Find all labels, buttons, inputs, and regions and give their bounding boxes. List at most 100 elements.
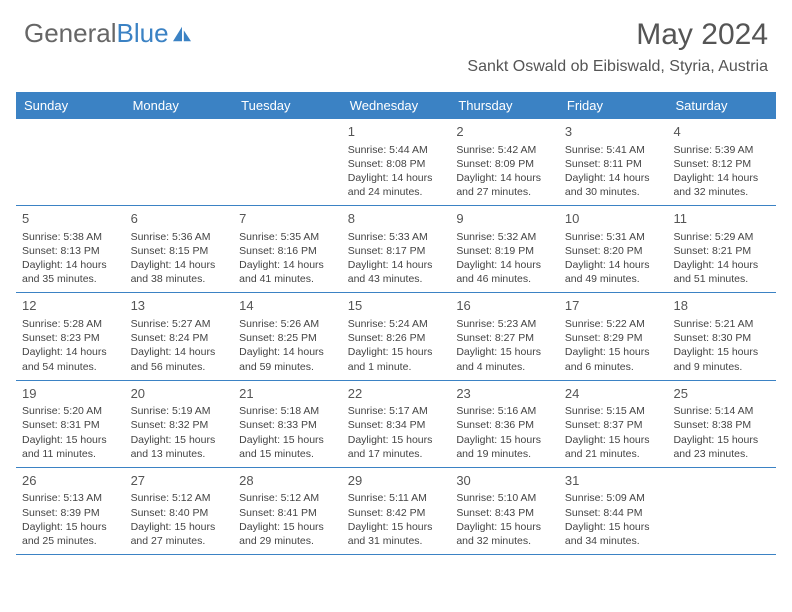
day-number: 6 [131,210,228,228]
day-cell: 22Sunrise: 5:17 AMSunset: 8:34 PMDayligh… [342,381,451,467]
day-cell: 18Sunrise: 5:21 AMSunset: 8:30 PMDayligh… [667,293,776,379]
day-header-cell: Monday [125,92,234,119]
day-number: 25 [673,385,770,403]
empty-cell [233,119,342,205]
month-title: May 2024 [467,18,768,52]
sunrise-text: Sunrise: 5:19 AM [131,404,228,418]
day-number: 14 [239,297,336,315]
day-cell: 27Sunrise: 5:12 AMSunset: 8:40 PMDayligh… [125,468,234,554]
day-header-cell: Wednesday [342,92,451,119]
sunset-text: Sunset: 8:15 PM [131,244,228,258]
daylight-text: Daylight: 15 hours and 32 minutes. [456,520,553,548]
daylight-text: Daylight: 15 hours and 4 minutes. [456,345,553,373]
location: Sankt Oswald ob Eibiswald, Styria, Austr… [467,58,768,76]
sunrise-text: Sunrise: 5:32 AM [456,230,553,244]
daylight-text: Daylight: 14 hours and 46 minutes. [456,258,553,286]
sunset-text: Sunset: 8:11 PM [565,157,662,171]
logo-text: GeneralBlue [24,18,169,49]
day-number: 11 [673,210,770,228]
day-cell: 29Sunrise: 5:11 AMSunset: 8:42 PMDayligh… [342,468,451,554]
sunset-text: Sunset: 8:33 PM [239,418,336,432]
sunrise-text: Sunrise: 5:31 AM [565,230,662,244]
sunset-text: Sunset: 8:17 PM [348,244,445,258]
sunset-text: Sunset: 8:40 PM [131,506,228,520]
day-cell: 31Sunrise: 5:09 AMSunset: 8:44 PMDayligh… [559,468,668,554]
daylight-text: Daylight: 14 hours and 35 minutes. [22,258,119,286]
day-cell: 1Sunrise: 5:44 AMSunset: 8:08 PMDaylight… [342,119,451,205]
day-number: 22 [348,385,445,403]
day-cell: 17Sunrise: 5:22 AMSunset: 8:29 PMDayligh… [559,293,668,379]
sunrise-text: Sunrise: 5:35 AM [239,230,336,244]
day-cell: 11Sunrise: 5:29 AMSunset: 8:21 PMDayligh… [667,206,776,292]
day-header-cell: Saturday [667,92,776,119]
daylight-text: Daylight: 14 hours and 56 minutes. [131,345,228,373]
day-cell: 30Sunrise: 5:10 AMSunset: 8:43 PMDayligh… [450,468,559,554]
sunset-text: Sunset: 8:21 PM [673,244,770,258]
day-number: 5 [22,210,119,228]
day-number: 23 [456,385,553,403]
page-header: GeneralBlue May 2024 Sankt Oswald ob Eib… [0,0,792,84]
sunset-text: Sunset: 8:32 PM [131,418,228,432]
daylight-text: Daylight: 14 hours and 59 minutes. [239,345,336,373]
day-cell: 6 Sunrise: 5:36 AMSunset: 8:15 PMDaylight… [125,206,234,292]
day-cell: 12Sunrise: 5:28 AMSunset: 8:23 PMDayligh… [16,293,125,379]
day-cell: 9Sunrise: 5:32 AMSunset: 8:19 PMDaylight… [450,206,559,292]
day-cell: 2Sunrise: 5:42 AMSunset: 8:09 PMDaylight… [450,119,559,205]
daylight-text: Daylight: 14 hours and 41 minutes. [239,258,336,286]
sunset-text: Sunset: 8:41 PM [239,506,336,520]
daylight-text: Daylight: 15 hours and 27 minutes. [131,520,228,548]
daylight-text: Daylight: 14 hours and 43 minutes. [348,258,445,286]
day-number: 4 [673,123,770,141]
daylight-text: Daylight: 15 hours and 1 minute. [348,345,445,373]
week-row: 19Sunrise: 5:20 AMSunset: 8:31 PMDayligh… [16,381,776,468]
daylight-text: Daylight: 15 hours and 6 minutes. [565,345,662,373]
day-header-cell: Sunday [16,92,125,119]
day-cell: 25Sunrise: 5:14 AMSunset: 8:38 PMDayligh… [667,381,776,467]
day-number: 29 [348,472,445,490]
daylight-text: Daylight: 15 hours and 13 minutes. [131,433,228,461]
sunrise-text: Sunrise: 5:23 AM [456,317,553,331]
day-number: 3 [565,123,662,141]
day-number: 21 [239,385,336,403]
daylight-text: Daylight: 14 hours and 32 minutes. [673,171,770,199]
sunset-text: Sunset: 8:44 PM [565,506,662,520]
week-row: 26Sunrise: 5:13 AMSunset: 8:39 PMDayligh… [16,468,776,555]
daylight-text: Daylight: 15 hours and 29 minutes. [239,520,336,548]
daylight-text: Daylight: 15 hours and 15 minutes. [239,433,336,461]
daylight-text: Daylight: 15 hours and 21 minutes. [565,433,662,461]
day-cell: 21Sunrise: 5:18 AMSunset: 8:33 PMDayligh… [233,381,342,467]
sunrise-text: Sunrise: 5:42 AM [456,143,553,157]
sunset-text: Sunset: 8:23 PM [22,331,119,345]
sunrise-text: Sunrise: 5:16 AM [456,404,553,418]
sunrise-text: Sunrise: 5:39 AM [673,143,770,157]
daylight-text: Daylight: 14 hours and 51 minutes. [673,258,770,286]
title-block: May 2024 Sankt Oswald ob Eibiswald, Styr… [467,18,768,76]
daylight-text: Daylight: 15 hours and 34 minutes. [565,520,662,548]
day-header-row: SundayMondayTuesdayWednesdayThursdayFrid… [16,92,776,119]
day-cell: 24Sunrise: 5:15 AMSunset: 8:37 PMDayligh… [559,381,668,467]
day-cell: 23Sunrise: 5:16 AMSunset: 8:36 PMDayligh… [450,381,559,467]
sunset-text: Sunset: 8:27 PM [456,331,553,345]
sunset-text: Sunset: 8:13 PM [22,244,119,258]
sunrise-text: Sunrise: 5:33 AM [348,230,445,244]
daylight-text: Daylight: 14 hours and 30 minutes. [565,171,662,199]
day-cell: 7Sunrise: 5:35 AMSunset: 8:16 PMDaylight… [233,206,342,292]
daylight-text: Daylight: 14 hours and 38 minutes. [131,258,228,286]
day-number: 26 [22,472,119,490]
sunset-text: Sunset: 8:39 PM [22,506,119,520]
sunset-text: Sunset: 8:16 PM [239,244,336,258]
sunset-text: Sunset: 8:08 PM [348,157,445,171]
sunrise-text: Sunrise: 5:24 AM [348,317,445,331]
day-cell: 15Sunrise: 5:24 AMSunset: 8:26 PMDayligh… [342,293,451,379]
day-number: 8 [348,210,445,228]
day-header-cell: Friday [559,92,668,119]
day-cell: 13Sunrise: 5:27 AMSunset: 8:24 PMDayligh… [125,293,234,379]
daylight-text: Daylight: 15 hours and 11 minutes. [22,433,119,461]
day-cell: 5Sunrise: 5:38 AMSunset: 8:13 PMDaylight… [16,206,125,292]
sunrise-text: Sunrise: 5:36 AM [131,230,228,244]
day-cell: 8 Sunrise: 5:33 AMSunset: 8:17 PMDaylight… [342,206,451,292]
sunset-text: Sunset: 8:26 PM [348,331,445,345]
empty-cell [16,119,125,205]
day-cell: 10Sunrise: 5:31 AMSunset: 8:20 PMDayligh… [559,206,668,292]
sunrise-text: Sunrise: 5:26 AM [239,317,336,331]
